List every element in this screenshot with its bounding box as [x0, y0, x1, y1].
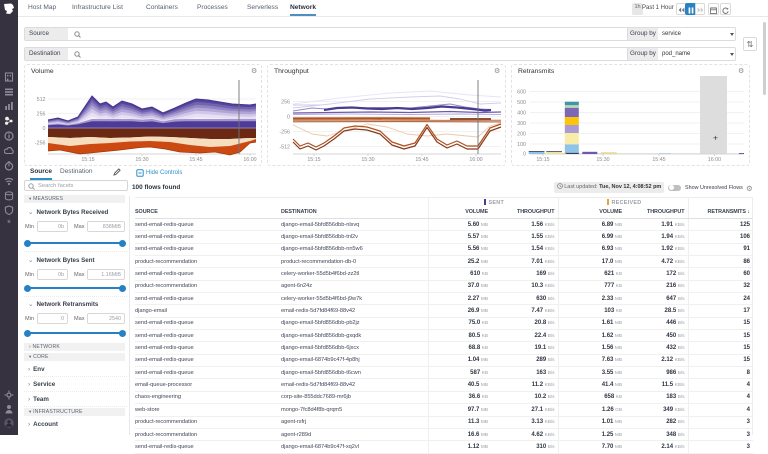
svg-text:15:15: 15:15	[307, 157, 320, 163]
svg-text:+: +	[713, 133, 718, 143]
svg-text:0: 0	[287, 114, 290, 120]
svg-text:0: 0	[43, 126, 46, 132]
svg-text:15:15: 15:15	[536, 157, 549, 163]
svg-text:15:30: 15:30	[596, 157, 609, 163]
svg-text:600: 600	[517, 89, 526, 95]
svg-text:15:30: 15:30	[361, 157, 374, 163]
svg-text:16:00: 16:00	[708, 157, 721, 163]
svg-text:15:15: 15:15	[81, 157, 94, 163]
svg-text:256: 256	[37, 111, 46, 117]
svg-text:256: 256	[281, 99, 290, 105]
svg-text:16:00: 16:00	[469, 157, 482, 163]
svg-text:-256: -256	[279, 129, 290, 135]
svg-text:15:45: 15:45	[415, 157, 428, 163]
svg-text:15:45: 15:45	[652, 157, 665, 163]
svg-text:-512: -512	[279, 144, 290, 150]
svg-text:15:30: 15:30	[135, 157, 148, 163]
svg-text:0: 0	[523, 151, 526, 157]
svg-text:*: *	[7, 219, 11, 229]
svg-text:-256: -256	[35, 140, 46, 146]
svg-text:16:00: 16:00	[243, 157, 256, 163]
svg-text:100: 100	[517, 142, 526, 148]
svg-text:512: 512	[37, 97, 46, 103]
svg-text:400: 400	[517, 110, 526, 116]
svg-text:15:45: 15:45	[189, 157, 202, 163]
svg-text:500: 500	[517, 100, 526, 106]
svg-text:300: 300	[517, 121, 526, 127]
svg-text:200: 200	[517, 131, 526, 137]
